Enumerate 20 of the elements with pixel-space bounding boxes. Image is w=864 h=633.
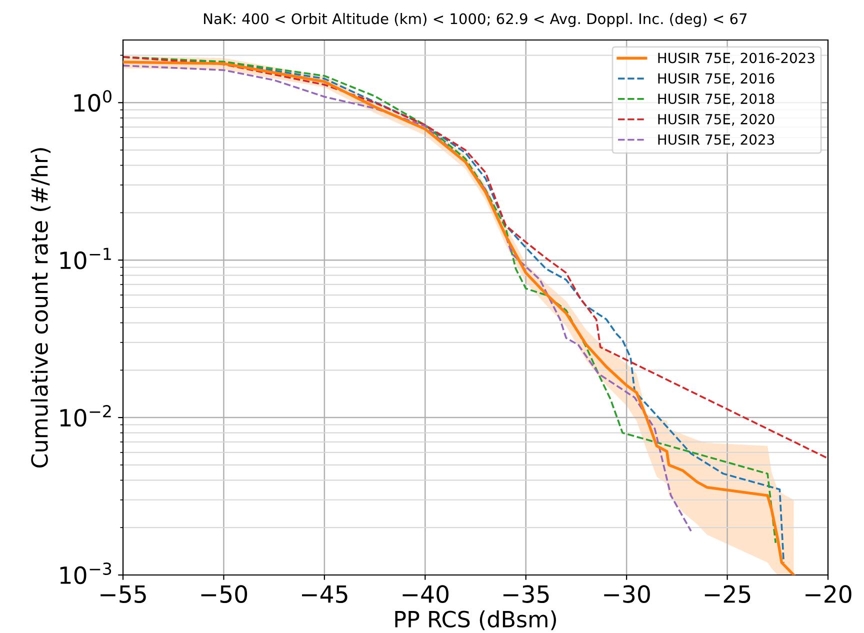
x-tick-label: −35 <box>503 585 549 603</box>
legend-label: HUSIR 75E, 2018 <box>658 94 774 106</box>
legend-label: HUSIR 75E, 2020 <box>658 114 774 126</box>
y-tick-label: 10$^{0}$ <box>74 90 112 112</box>
legend-label: HUSIR 75E, 2023 <box>658 134 774 146</box>
x-tick-label: −25 <box>704 585 750 603</box>
y-tick-label: 10$^{−3}$ <box>60 562 112 584</box>
legend-label: HUSIR 75E, 2016 <box>658 73 774 86</box>
x-axis-title: PP RCS (dBsm) <box>395 610 556 630</box>
y-tick-label: 10$^{−2}$ <box>60 405 111 427</box>
x-tick-label: −30 <box>604 585 650 603</box>
x-tick-label: −50 <box>201 585 248 603</box>
legend-label: HUSIR 75E, 2016-2023 <box>658 52 814 65</box>
x-tick-label: −40 <box>402 585 448 603</box>
y-tick-label: 10$^{−1}$ <box>60 248 111 270</box>
chart-title: NaK: 400 < Orbit Altitude (km) < 1000; 62.9 < Avg. Doppl. Inc. (deg) < 67 <box>204 12 747 28</box>
y-axis-title: Cumulative count rate (#/hr) <box>30 148 51 468</box>
x-tick-label: −45 <box>302 585 348 603</box>
x-tick-label: −55 <box>100 585 146 603</box>
x-tick-label: −20 <box>806 585 852 603</box>
